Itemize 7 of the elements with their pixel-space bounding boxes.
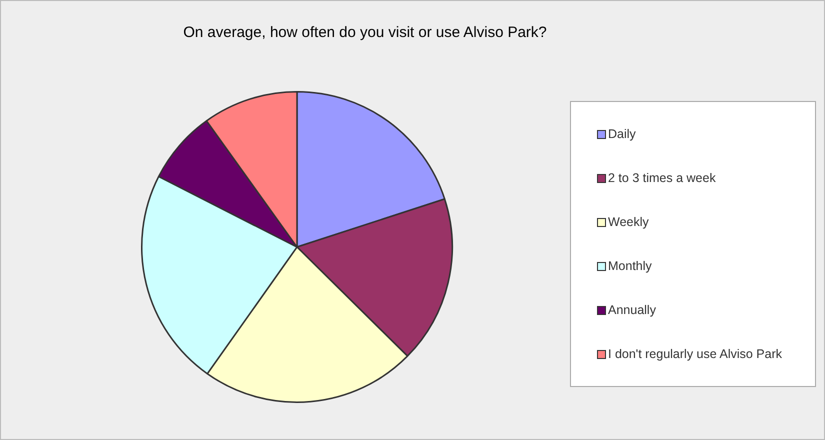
legend-label: Weekly <box>608 215 649 229</box>
legend-label: Annually <box>608 303 656 317</box>
legend-label: 2 to 3 times a week <box>608 171 716 185</box>
chart-title: On average, how often do you visit or use Alviso Park? <box>182 24 548 41</box>
legend-label: Monthly <box>608 259 652 273</box>
legend-label: Daily <box>608 127 636 141</box>
legend-label: I don't regularly use Alviso Park <box>608 347 782 361</box>
